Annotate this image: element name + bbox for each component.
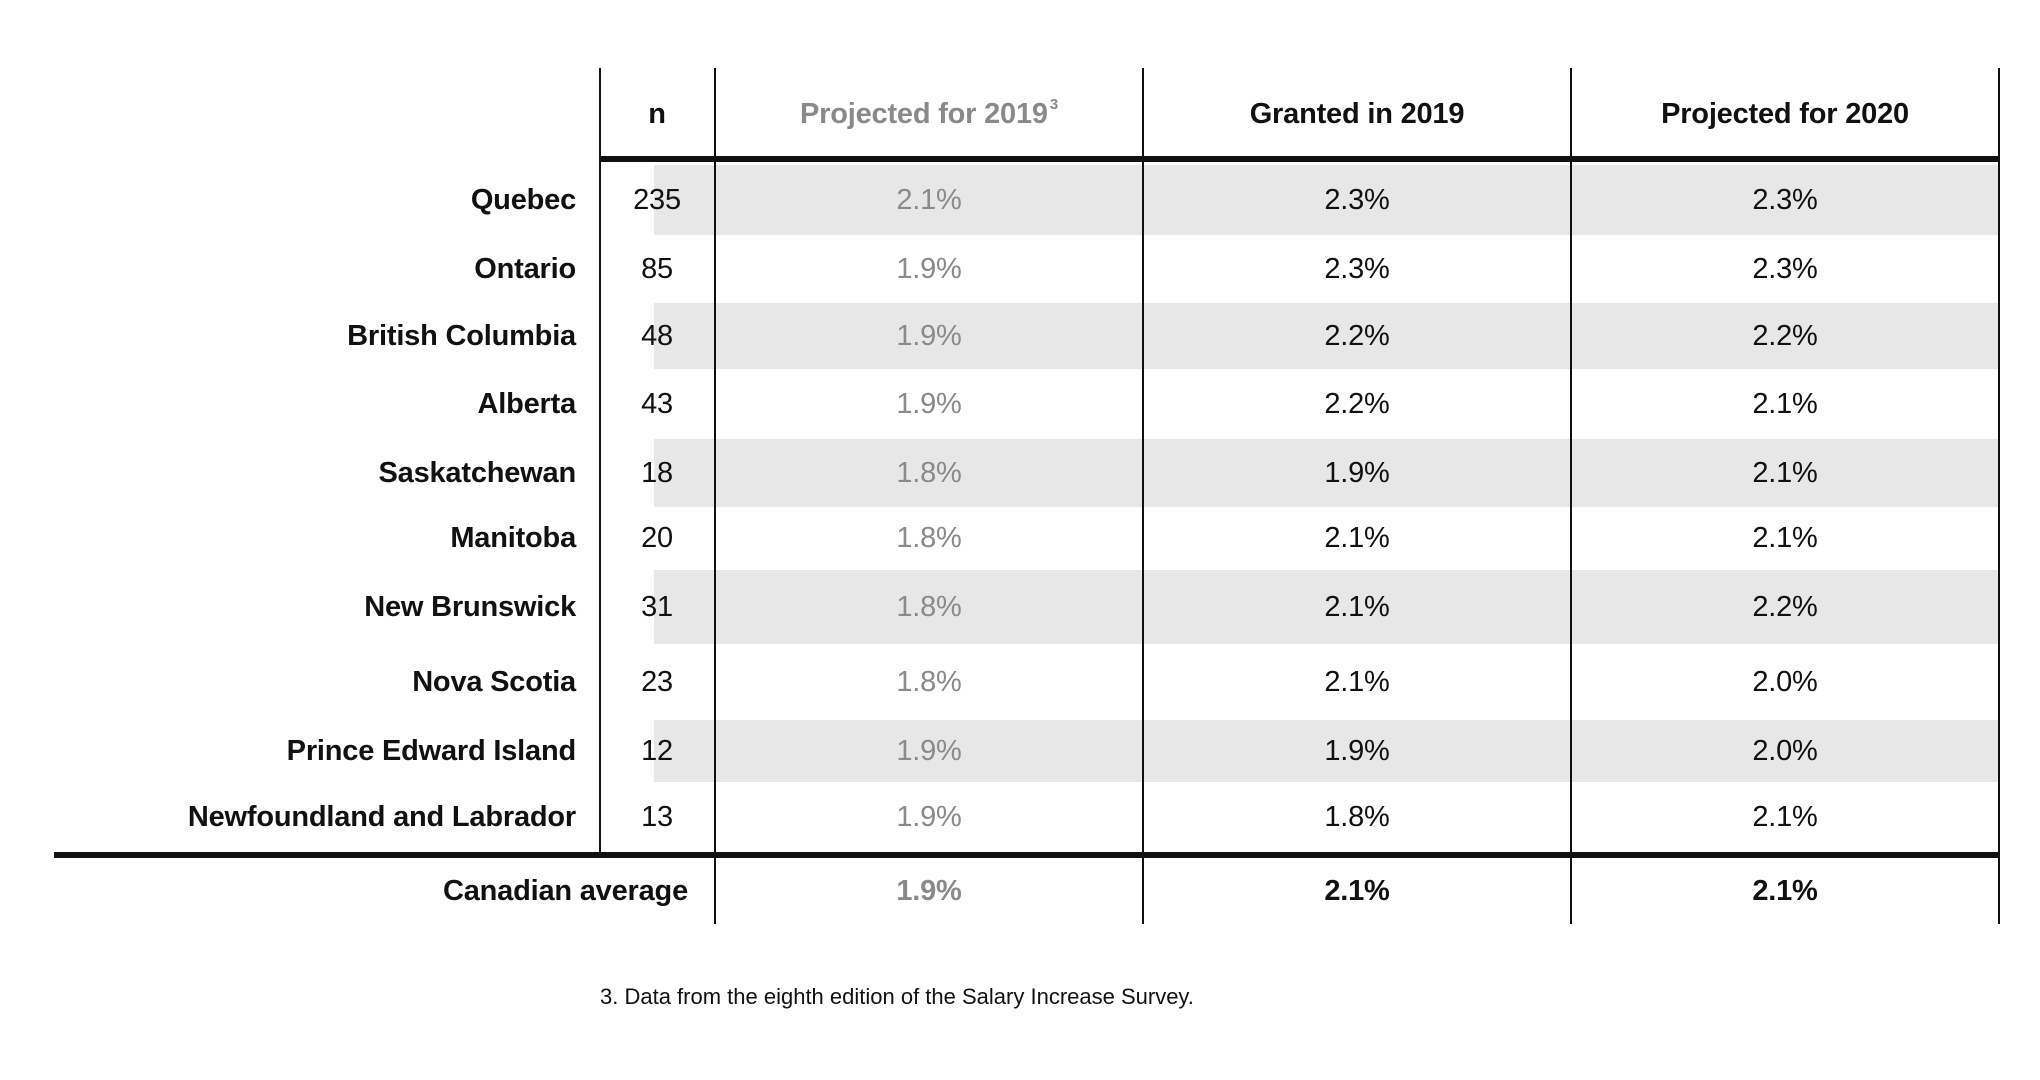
projected-2019-value: 1.9% [896,734,962,767]
respondent-count: 85 [641,252,673,285]
projected-2019-value: 1.8% [896,590,962,623]
projected-2020-value: 2.2% [1752,590,1818,623]
projected-2019-value: 1.9% [896,387,962,420]
average-rule [54,852,2000,858]
table-row: British Columbia 48 1.9% 2.2% 2.2% [54,303,2000,369]
table-row: Ontario 85 1.9% 2.3% 2.3% [54,235,2000,303]
table-header-row: n Projected for 2019 3 Granted in 2019 Pr… [54,68,2000,160]
projected-2020-value: 2.1% [1752,522,1818,554]
projected-2019-value: 2.1% [896,183,962,216]
respondent-count: 18 [641,456,673,489]
projected-2020-value: 2.1% [1752,456,1818,489]
average-projected-2020-value: 2.1% [1752,874,1818,907]
respondent-count: 13 [641,800,673,833]
projected-2019-value: 1.8% [896,456,962,489]
granted-2019-value: 2.2% [1324,319,1390,352]
projected-2020-value: 2.0% [1752,734,1818,767]
column-divider-granted-2019 [1570,68,1572,924]
column-divider-left [599,68,601,852]
table-row: Alberta 43 1.9% 2.2% 2.1% [54,369,2000,439]
respondent-count: 31 [641,590,673,623]
column-header-projected-2019: Projected for 2019 3 [716,68,1142,160]
projected-2020-value: 2.3% [1752,183,1818,216]
granted-2019-value: 1.8% [1324,800,1390,833]
column-header-n: n [648,97,666,130]
canadian-average-label: Canadian average [442,874,688,907]
granted-2019-value: 2.3% [1324,183,1390,216]
granted-2019-value: 2.3% [1324,252,1390,285]
province-name: Quebec [470,183,576,216]
province-name: Ontario [474,252,576,285]
province-name: British Columbia [347,319,576,352]
table-row: Manitoba 20 1.8% 2.1% 2.1% [54,507,2000,570]
respondent-count: 48 [641,319,673,352]
projected-2019-value: 1.9% [896,252,962,285]
granted-2019-value: 2.1% [1324,522,1390,554]
table-row: Quebec 235 2.1% 2.3% 2.3% [54,165,2000,235]
table-row: Saskatchewan 18 1.8% 1.9% 2.1% [54,439,2000,507]
projected-2020-value: 2.3% [1752,252,1818,285]
salary-increase-table: n Projected for 2019 3 Granted in 2019 Pr… [54,68,2000,924]
province-name: Saskatchewan [378,456,577,489]
column-divider-projected-2019 [1142,68,1144,924]
column-divider-right [1998,68,2000,924]
respondent-count: 23 [641,665,673,698]
respondent-count: 43 [641,387,673,420]
projected-2019-value: 1.9% [896,800,962,833]
respondent-count: 12 [641,734,673,767]
projected-2019-value: 1.8% [896,665,962,698]
granted-2019-value: 1.9% [1324,734,1390,767]
column-header-projected-2020: Projected for 2020 [1661,97,1909,130]
projected-2020-value: 2.1% [1752,387,1818,420]
province-name: Nova Scotia [412,665,576,698]
table-row: Newfoundland and Labrador 13 1.9% 1.8% 2… [54,782,2000,852]
column-header-projected-2019-label: Projected for 2019 [800,97,1048,130]
granted-2019-value: 2.1% [1324,590,1390,623]
granted-2019-value: 2.2% [1324,387,1390,420]
canadian-average-row: Canadian average 1.9% 2.1% 2.1% [54,858,2000,924]
respondent-count: 235 [633,183,681,216]
footnote-reference-3: 3 [1049,95,1058,113]
granted-2019-value: 2.1% [1324,665,1390,698]
projected-2020-value: 2.2% [1752,319,1818,352]
average-projected-2019-value: 1.9% [896,874,962,907]
column-header-granted-2019: Granted in 2019 [1249,97,1465,130]
province-name: Manitoba [450,522,576,554]
projected-2019-value: 1.9% [896,319,962,352]
projected-2020-value: 2.1% [1752,800,1818,833]
footnote: 3. Data from the eighth edition of the S… [600,984,1194,1009]
respondent-count: 20 [641,522,673,554]
province-name: Alberta [477,387,576,420]
projected-2019-value: 1.8% [896,522,962,554]
header-rule [600,156,2000,162]
average-granted-2019-value: 2.1% [1324,874,1390,907]
province-name: Newfoundland and Labrador [187,800,576,833]
province-name: New Brunswick [364,590,576,623]
projected-2020-value: 2.0% [1752,665,1818,698]
table-row: New Brunswick 31 1.8% 2.1% 2.2% [54,570,2000,644]
column-divider-n [714,68,716,924]
granted-2019-value: 1.9% [1324,456,1390,489]
table-row: Nova Scotia 23 1.8% 2.1% 2.0% [54,644,2000,720]
table-row: Prince Edward Island 12 1.9% 1.9% 2.0% [54,720,2000,782]
province-name: Prince Edward Island [286,734,577,767]
